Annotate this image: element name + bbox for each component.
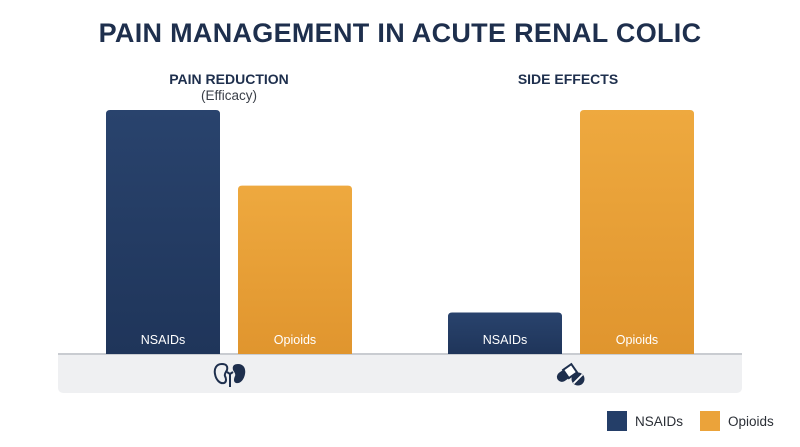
- panel-subtitle-efficacy: (Efficacy): [200, 88, 257, 103]
- bar-side-effects-opioids: [580, 110, 694, 354]
- bar-label-pain-reduction-nsaids: NSAIDs: [141, 333, 185, 347]
- legend-swatch-nsaids: [607, 411, 627, 431]
- legend-swatch-opioids: [700, 411, 720, 431]
- kidney-icon: [213, 362, 246, 387]
- bar-pain-reduction-nsaids: [106, 110, 220, 354]
- legend-item-opioids: Opioids: [700, 411, 774, 431]
- legend-label-opioids: Opioids: [728, 413, 774, 429]
- chart-floor: [58, 354, 742, 393]
- bar-label-side-effects-opioids: Opioids: [616, 333, 658, 347]
- bar-label-pain-reduction-opioids: Opioids: [274, 333, 316, 347]
- legend-item-nsaids: NSAIDs: [607, 411, 683, 431]
- pill-icon: [556, 362, 585, 386]
- panel-title-side-effects: SIDE EFFECTS: [517, 71, 619, 87]
- baseline: [58, 353, 742, 355]
- bar-label-side-effects-nsaids: NSAIDs: [483, 333, 527, 347]
- panel-title-pain-reduction: PAIN REDUCTION: [169, 71, 289, 87]
- legend-label-nsaids: NSAIDs: [635, 413, 684, 429]
- chart-title: PAIN MANAGEMENT IN ACUTE RENAL COLIC: [98, 18, 702, 48]
- bar-pain-reduction-opioids: [238, 185, 352, 354]
- bar-side-effects-nsaids: [448, 312, 562, 354]
